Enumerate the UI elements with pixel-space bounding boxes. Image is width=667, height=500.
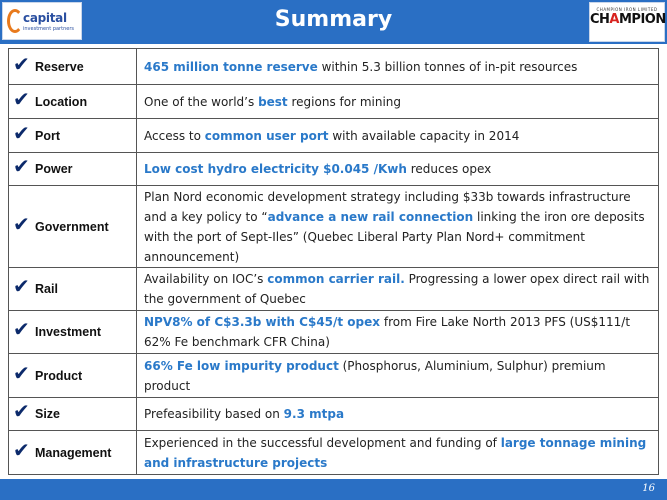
highlight-text: best [258, 94, 288, 109]
logo-big-a: CH [590, 12, 610, 27]
row-value-text: Prefeasibility based on 9.3 mtpa [144, 404, 344, 424]
footer-bar: 16 [0, 479, 667, 500]
logo-big-c: MPION [618, 12, 666, 27]
row-label: Management [35, 445, 112, 460]
row-label: Investment [35, 325, 101, 339]
checkmark-icon: ✔ [13, 360, 30, 385]
row-value-text: 66% Fe low impurity product (Phosphorus,… [144, 356, 652, 396]
highlight-text: NPV8% of C$3.3b with C$45/t opex [144, 315, 381, 329]
table-row: ✔ Reserve 465 million tonne reserve within… [9, 49, 658, 84]
body-text: Availability on IOC’s [144, 272, 268, 286]
row-label-cell: ✔ Government [9, 186, 137, 267]
highlight-text: 9.3 mtpa [283, 407, 345, 421]
checkmark-icon: ✔ [13, 120, 30, 145]
row-value-text: Low cost hydro electricity $0.045 /Kwh r… [144, 159, 491, 179]
body-text: Experienced in the successful developmen… [144, 435, 501, 450]
highlight-text: common carrier rail. [267, 272, 405, 286]
highlight-text: advance a new rail connection [267, 209, 474, 224]
body-text: (Phosphorus, Aluminium, Sulphur) premium… [144, 358, 606, 393]
page-title: Summary [274, 7, 393, 32]
table-row: ✔ Government Plan Nord economic developmen… [9, 185, 658, 267]
row-value-text: Experienced in the successful developmen… [144, 433, 652, 473]
row-label-cell: ✔ Rail [9, 268, 137, 310]
row-label-cell: ✔ Port [9, 119, 137, 152]
swoosh-icon [7, 9, 23, 33]
row-value-cell: NPV8% of C$3.3b with C$45/t opex from Fi… [137, 311, 658, 353]
table-row: ✔ Investment NPV8% of C$3.3b with C$45/t o… [9, 310, 658, 353]
row-label: Power [35, 162, 73, 176]
body-text: Plan Nord economic development strategy … [144, 189, 631, 224]
logo-word: capital [23, 11, 67, 25]
logo-tagline: investment partners [23, 26, 74, 32]
body-text: regions for mining [287, 94, 402, 109]
summary-table: ✔ Reserve 465 million tonne reserve within… [8, 48, 659, 475]
checkmark-icon: ✔ [13, 399, 30, 423]
row-value-text: Access to common user port with availabl… [144, 126, 519, 146]
body-text: with available capacity in 2014 [328, 128, 520, 143]
row-label: Product [35, 368, 83, 383]
table-row: ✔ Power Low cost hydro electricity $0.045 … [9, 152, 658, 185]
row-value-cell: Prefeasibility based on 9.3 mtpa [137, 398, 658, 430]
checkmark-icon: ✔ [13, 51, 30, 76]
row-value-cell: Access to common user port with availabl… [137, 119, 658, 152]
row-label: Rail [35, 282, 58, 296]
table-row: ✔ Location One of the world’s best regions… [9, 84, 658, 118]
body-text: One of the world’s [144, 94, 259, 109]
row-label-cell: ✔ Size [9, 398, 137, 430]
body-text: Access to [144, 128, 205, 143]
checkmark-icon: ✔ [13, 86, 30, 111]
row-label-cell: ✔ Reserve [9, 49, 137, 84]
capital-logo: capital investment partners [2, 2, 82, 40]
row-label-cell: ✔ Management [9, 431, 137, 474]
body-text: reduces opex [406, 162, 492, 176]
body-text: within 5.3 billion tonnes of in-pit reso… [317, 59, 578, 74]
row-label: Size [35, 407, 61, 421]
row-label: Reserve [35, 59, 84, 74]
row-value-cell: Availability on IOC’s common carrier rai… [137, 268, 658, 310]
logo-small-text: CHAMPION IRON LIMITED [596, 7, 658, 12]
row-value-text: 465 million tonne reserve within 5.3 bil… [144, 57, 577, 77]
row-label: Government [35, 219, 109, 234]
row-value-text: Availability on IOC’s common carrier rai… [144, 269, 652, 309]
row-value-cell: 465 million tonne reserve within 5.3 bil… [137, 49, 658, 84]
highlight-text: common user port [204, 128, 329, 143]
body-text: from Fire Lake North 2013 PFS (US$111/t … [144, 315, 631, 349]
checkmark-icon: ✔ [13, 437, 30, 462]
highlight-text: 66% Fe low impurity product [144, 358, 339, 373]
table-row: ✔ Size Prefeasibility based on 9.3 mtpa [9, 397, 658, 430]
row-value-cell: Plan Nord economic development strategy … [137, 186, 658, 267]
champion-logo: CHAMPION IRON LIMITED CHAMPION [589, 2, 666, 42]
row-value-cell: 66% Fe low impurity product (Phosphorus,… [137, 354, 658, 397]
body-text: Progressing a lower opex direct rail wit… [144, 272, 650, 306]
row-value-cell: One of the world’s best regions for mini… [137, 85, 658, 118]
row-value-cell: Low cost hydro electricity $0.045 /Kwh r… [137, 153, 658, 185]
checkmark-icon: ✔ [13, 274, 30, 298]
row-value-text: NPV8% of C$3.3b with C$45/t opex from Fi… [144, 312, 652, 352]
table-row: ✔ Management Experienced in the successful… [9, 430, 658, 474]
row-label-cell: ✔ Product [9, 354, 137, 397]
row-label-cell: ✔ Power [9, 153, 137, 185]
page-number: 16 [642, 483, 655, 494]
header-bar: capital investment partners Summary CHAM… [0, 0, 667, 44]
row-label: Location [35, 94, 88, 109]
row-label-cell: ✔ Investment [9, 311, 137, 353]
highlight-text: Low cost hydro electricity $0.045 /Kwh [144, 162, 407, 176]
body-text: Prefeasibility based on [144, 407, 284, 421]
logo-big-text: CHAMPION [590, 12, 666, 27]
table-row: ✔ Product 66% Fe low impurity product (Pho… [9, 353, 658, 397]
table-row: ✔ Rail Availability on IOC’s common carrie… [9, 267, 658, 310]
row-value-text: Plan Nord economic development strategy … [144, 187, 652, 267]
table-row: ✔ Port Access to common user port with ava… [9, 118, 658, 152]
row-label: Port [35, 128, 60, 143]
highlight-text: 465 million tonne reserve [144, 59, 318, 74]
row-value-cell: Experienced in the successful developmen… [137, 431, 658, 474]
body-text: linking the iron ore deposits with the p… [144, 209, 645, 264]
row-label-cell: ✔ Location [9, 85, 137, 118]
checkmark-icon: ✔ [13, 211, 30, 236]
checkmark-icon: ✔ [13, 317, 30, 341]
checkmark-icon: ✔ [13, 154, 30, 178]
logo-big-b: A [609, 12, 619, 27]
row-value-text: One of the world’s best regions for mini… [144, 92, 401, 112]
highlight-text: large tonnage mining and infrastructure … [144, 435, 647, 470]
